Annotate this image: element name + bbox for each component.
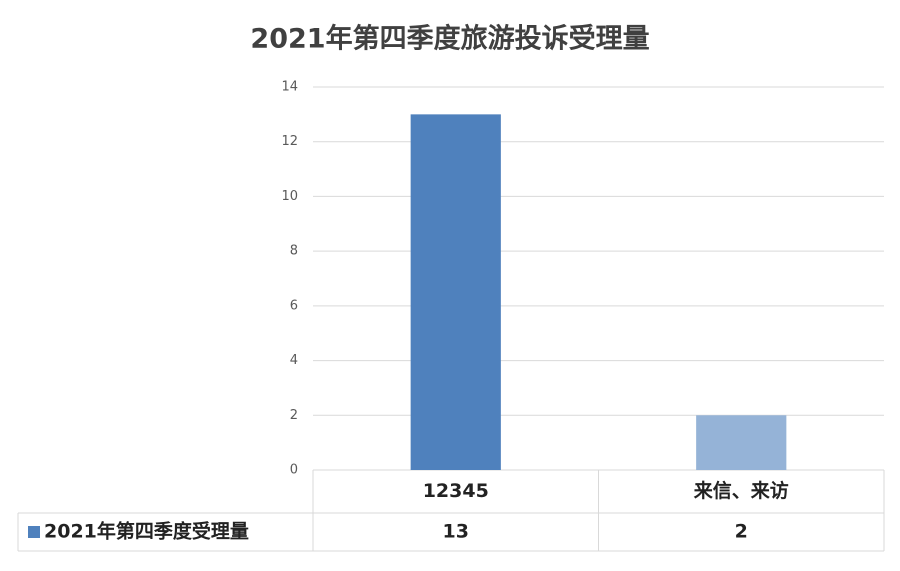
- y-tick-label: 6: [290, 298, 298, 313]
- y-tick-label: 14: [281, 80, 298, 95]
- x-tick-label: 12345: [423, 480, 489, 502]
- y-tick-label: 0: [290, 463, 298, 478]
- y-tick-label: 8: [290, 244, 298, 259]
- legend-label: 2021年第四季度受理量: [44, 520, 249, 543]
- y-tick-label: 12: [281, 134, 298, 149]
- chart-title: 2021年第四季度旅游投诉受理量: [250, 23, 649, 55]
- y-tick-label: 2: [290, 408, 298, 423]
- y-tick-label: 4: [290, 353, 298, 368]
- bar: [410, 114, 501, 470]
- table-value: 2: [735, 521, 748, 543]
- bar: [696, 415, 787, 470]
- table-value: 13: [443, 521, 469, 543]
- y-tick-label: 10: [281, 189, 298, 204]
- legend-swatch: [28, 526, 40, 538]
- x-tick-label: 来信、来访: [694, 479, 789, 502]
